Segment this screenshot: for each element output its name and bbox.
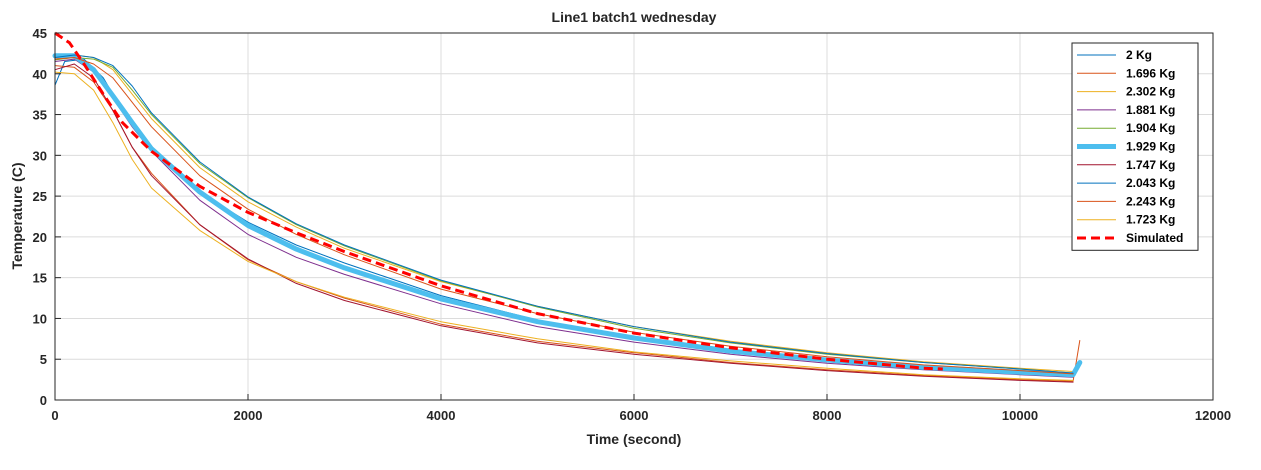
series-line-6 (52, 53, 1083, 378)
y-tick-label: 10 (33, 311, 47, 326)
series-group (52, 31, 1083, 383)
x-tick-label: 12000 (1195, 408, 1231, 423)
legend-label: 2.243 Kg (1126, 194, 1175, 208)
series-line-3 (54, 54, 1074, 372)
legend-label: 2 Kg (1126, 48, 1152, 62)
x-tick-label: 4000 (427, 408, 456, 423)
y-tick-label: 5 (40, 352, 47, 367)
x-tick-label: 8000 (813, 408, 842, 423)
series-line-10 (54, 71, 1074, 381)
legend-label: 1.904 Kg (1126, 121, 1175, 135)
y-tick-label: 20 (33, 230, 47, 245)
y-tick-label: 0 (40, 393, 47, 408)
y-tick-label: 15 (33, 271, 47, 286)
x-axis: 0 2000 4000 6000 8000 10000 12000 (51, 394, 1231, 423)
x-tick-label: 10000 (1002, 408, 1038, 423)
legend-label: 1.881 Kg (1126, 103, 1175, 117)
x-axis-label: Time (second) (587, 431, 682, 447)
legend-label: 2.043 Kg (1126, 176, 1175, 190)
y-tick-label: 45 (33, 26, 47, 41)
legend-label: Simulated (1126, 231, 1183, 245)
x-tick-label: 2000 (234, 408, 263, 423)
series-line-5 (54, 57, 1074, 374)
series-line-8 (54, 54, 1074, 374)
legend-label: 1.747 Kg (1126, 158, 1175, 172)
x-tick-label: 0 (51, 408, 58, 423)
y-tick-label: 30 (33, 148, 47, 163)
legend-label: 1.696 Kg (1126, 66, 1175, 80)
legend-label: 1.929 Kg (1126, 140, 1175, 154)
y-axis: 0 5 10 15 20 25 30 35 40 45 (33, 26, 61, 408)
series-line-9 (54, 57, 1074, 375)
y-tick-label: 40 (33, 67, 47, 82)
y-tick-label: 25 (33, 189, 47, 204)
legend-label: 2.302 Kg (1126, 85, 1175, 99)
legend: 2 Kg 1.696 Kg 2.302 Kg 1.881 Kg 1.904 Kg 1.92… (1071, 42, 1199, 251)
y-axis-label: Temperature (C) (9, 162, 25, 269)
series-line-11 (54, 31, 943, 371)
legend-label: 1.723 Kg (1126, 213, 1175, 227)
y-tick-label: 35 (33, 108, 47, 123)
chart-title: Line1 batch1 wednesday (552, 9, 717, 25)
x-tick-label: 6000 (620, 408, 649, 423)
